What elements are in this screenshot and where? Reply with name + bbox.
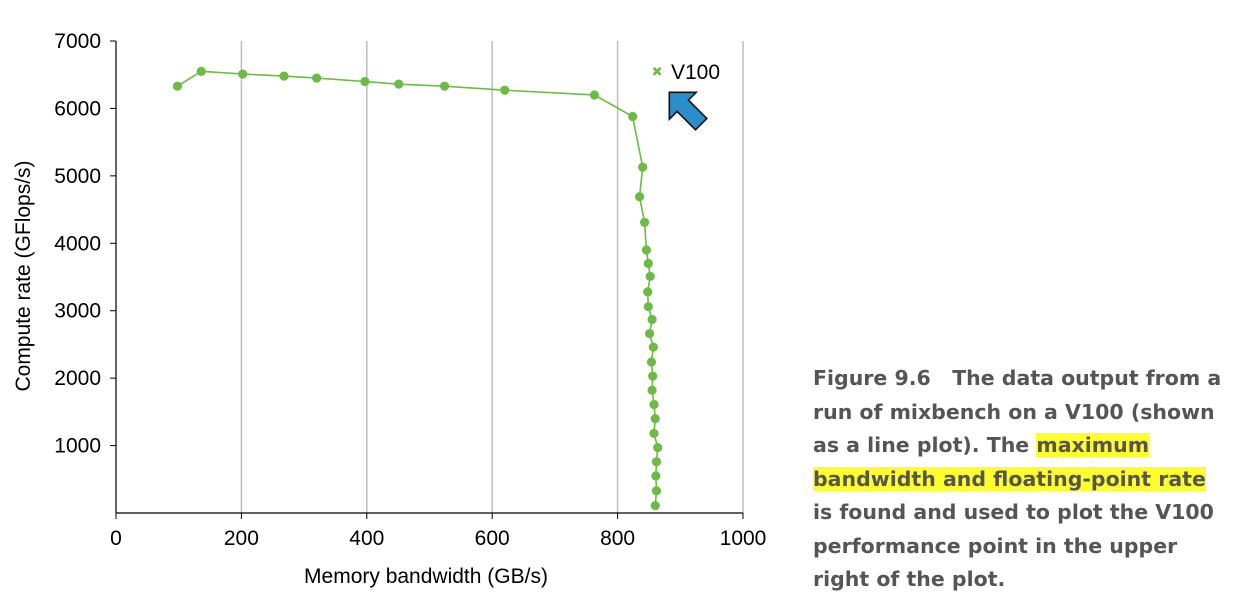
data-point: [653, 442, 663, 453]
data-point: [639, 217, 650, 227]
y-axis-title: Compute rate (GFlops/s): [12, 160, 35, 391]
data-point: [360, 76, 370, 87]
data-point: [645, 271, 655, 281]
arrow-icon: [668, 91, 708, 131]
y-tick-label: 6000: [54, 97, 101, 120]
data-point: [647, 314, 657, 325]
data-point: [172, 81, 183, 91]
data-point: [651, 457, 662, 467]
data-point: [643, 258, 653, 269]
data-point: [651, 486, 662, 496]
v100-marker-stroke: [652, 66, 662, 76]
data-point: [649, 428, 659, 439]
figure-caption: Figure 9.6 The data output from a run of…: [813, 362, 1223, 597]
arrow-shape: [668, 91, 708, 131]
series-line: [176, 70, 659, 506]
series: [172, 66, 663, 511]
caption-text-before: The data output from a run of mixbench o…: [813, 366, 1222, 457]
data-point: [643, 302, 653, 312]
chart: 0 200 400 600 800 1000 1000 2000 3000 4000 5000 60…: [12, 30, 766, 588]
data-point: [279, 71, 289, 81]
data-point: [643, 287, 653, 297]
x-tick-label: 200: [224, 527, 259, 550]
x-axis-title: Memory bandwidth (GB/s): [304, 565, 548, 588]
data-point: [648, 371, 658, 381]
x-tick-label: 600: [475, 527, 510, 550]
x-tick-label: 0: [110, 527, 122, 550]
data-point: [651, 471, 661, 481]
data-point: [500, 85, 510, 95]
data-point: [647, 385, 657, 395]
caption-label: Figure 9.6: [813, 366, 931, 390]
y-tick-labels: 1000 2000 3000 4000 5000 6000 7000: [54, 30, 101, 458]
data-point: [650, 414, 660, 424]
y-tick-label: 7000: [54, 30, 101, 53]
x-tick-label: 400: [349, 527, 384, 550]
data-point: [644, 329, 655, 339]
data-point: [638, 162, 648, 172]
x-tick-label: 1000: [720, 527, 767, 550]
data-point: [641, 245, 652, 255]
caption-text-after: is found and used to plot the V100 perfo…: [813, 500, 1214, 591]
data-point: [648, 342, 658, 352]
x-tick-label: 800: [600, 527, 635, 550]
data-point: [649, 399, 659, 410]
data-point: [628, 111, 638, 122]
gridlines: [240, 41, 744, 513]
axes: [110, 40, 744, 519]
data-point: [312, 73, 322, 83]
data-point: [589, 90, 600, 100]
legend: V100: [671, 61, 720, 84]
data-point: [439, 81, 450, 91]
y-tick-label: 2000: [54, 367, 101, 390]
v100-point-marker: [652, 66, 662, 76]
x-tick-labels: 0 200 400 600 800 1000: [110, 527, 766, 550]
data-point: [196, 66, 206, 76]
y-tick-label: 4000: [54, 232, 101, 255]
data-point: [650, 500, 660, 511]
data-point: [238, 69, 248, 79]
data-point: [394, 79, 404, 89]
annotations: [668, 91, 708, 131]
data-point: [646, 357, 657, 367]
data-point: [634, 192, 645, 202]
v100-legend-label: V100: [671, 61, 720, 84]
y-tick-label: 1000: [54, 435, 101, 458]
y-tick-label: 3000: [54, 300, 101, 323]
y-tick-label: 5000: [54, 165, 101, 188]
